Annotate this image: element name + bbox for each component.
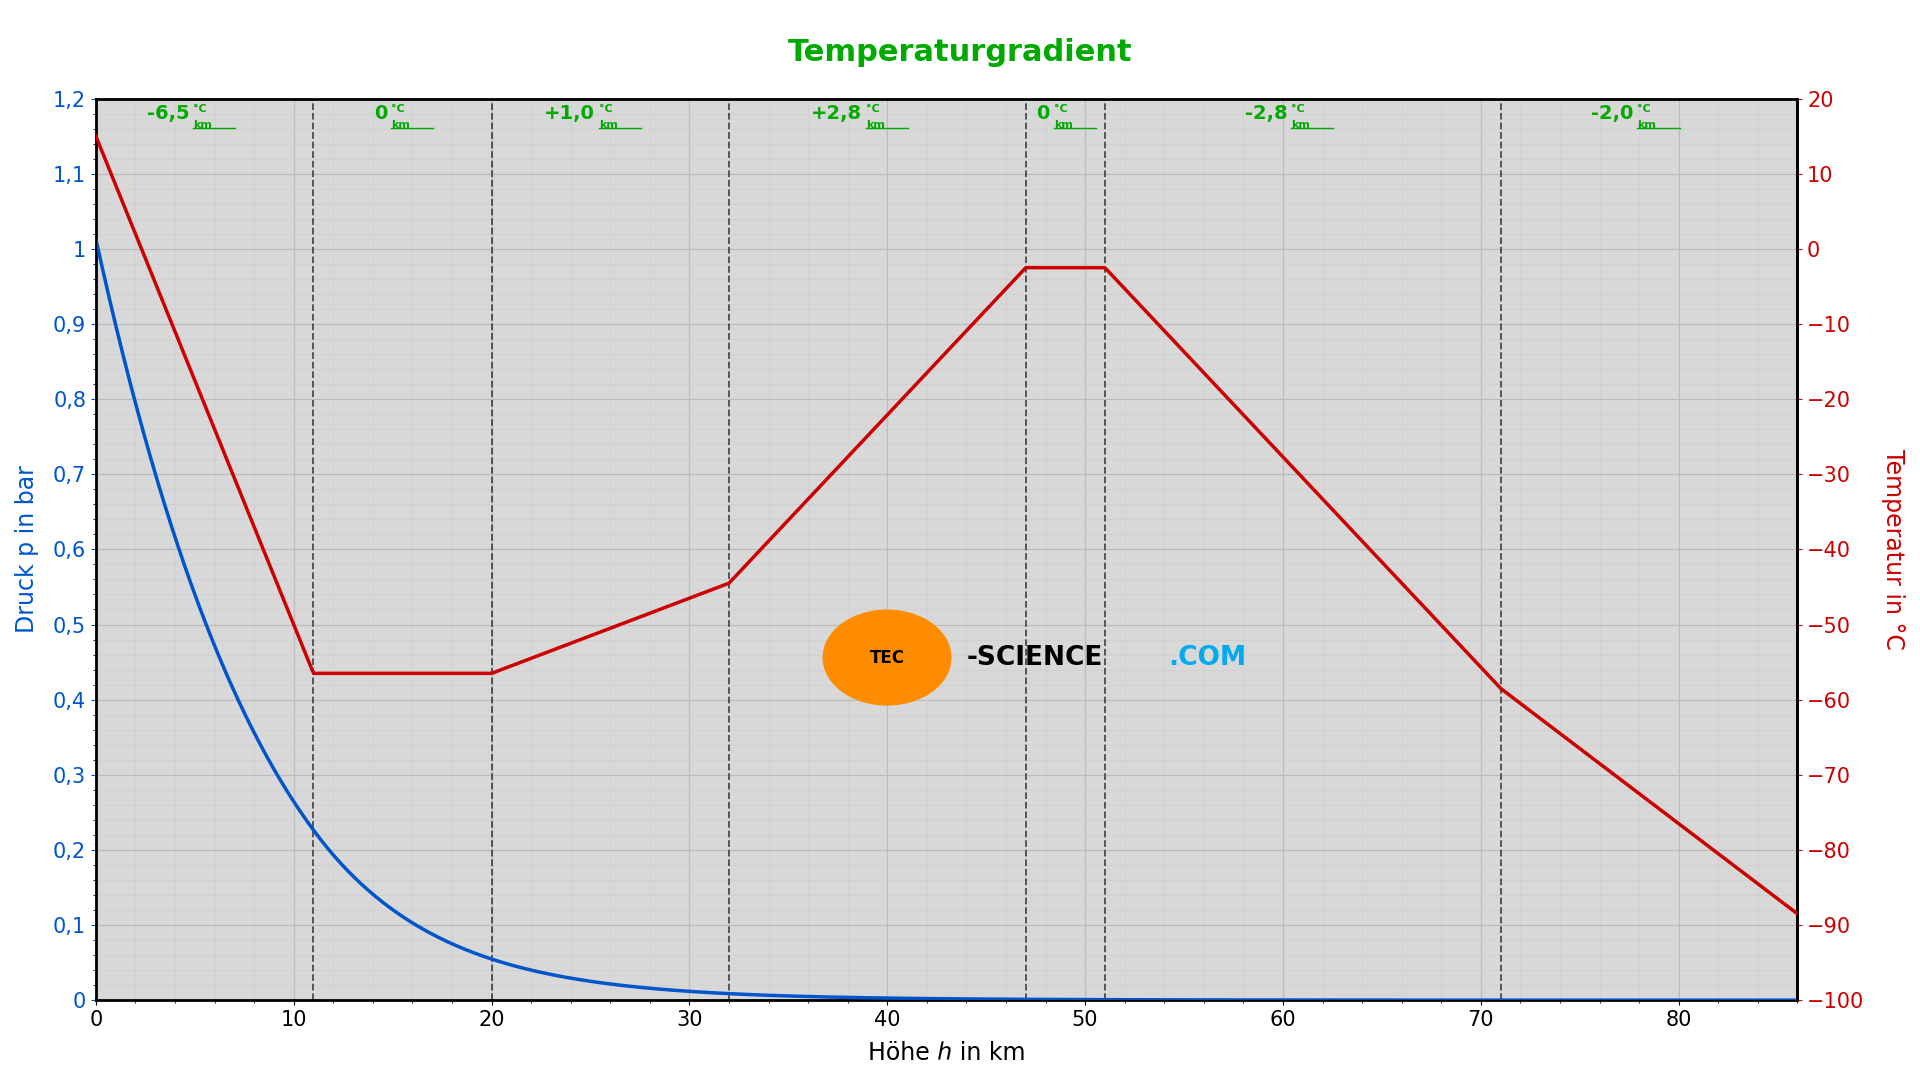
X-axis label: Höhe ℎ in km: Höhe ℎ in km xyxy=(868,1041,1025,1065)
Text: °C
km: °C km xyxy=(866,104,885,131)
Text: °C
km: °C km xyxy=(392,104,409,131)
Text: -2,8: -2,8 xyxy=(1244,104,1288,123)
Text: +1,0: +1,0 xyxy=(543,104,595,123)
Text: 0: 0 xyxy=(374,104,388,123)
Text: °C
km: °C km xyxy=(1292,104,1309,131)
Text: °C
km: °C km xyxy=(194,104,211,131)
Text: -SCIENCE: -SCIENCE xyxy=(968,645,1104,671)
Y-axis label: Temperatur in °C: Temperatur in °C xyxy=(1882,449,1905,650)
Text: .COM: .COM xyxy=(1167,645,1246,671)
Text: -2,0: -2,0 xyxy=(1592,104,1634,123)
Text: +2,8: +2,8 xyxy=(810,104,862,123)
Text: TEC: TEC xyxy=(870,649,904,666)
Ellipse shape xyxy=(824,610,950,705)
Y-axis label: Druck p in bar: Druck p in bar xyxy=(15,465,38,633)
Text: °C
km: °C km xyxy=(1638,104,1657,131)
Text: °C
km: °C km xyxy=(1054,104,1073,131)
Text: °C
km: °C km xyxy=(599,104,618,131)
Text: Temperaturgradient: Temperaturgradient xyxy=(787,38,1133,67)
Text: -6,5: -6,5 xyxy=(146,104,190,123)
Text: 0: 0 xyxy=(1037,104,1050,123)
